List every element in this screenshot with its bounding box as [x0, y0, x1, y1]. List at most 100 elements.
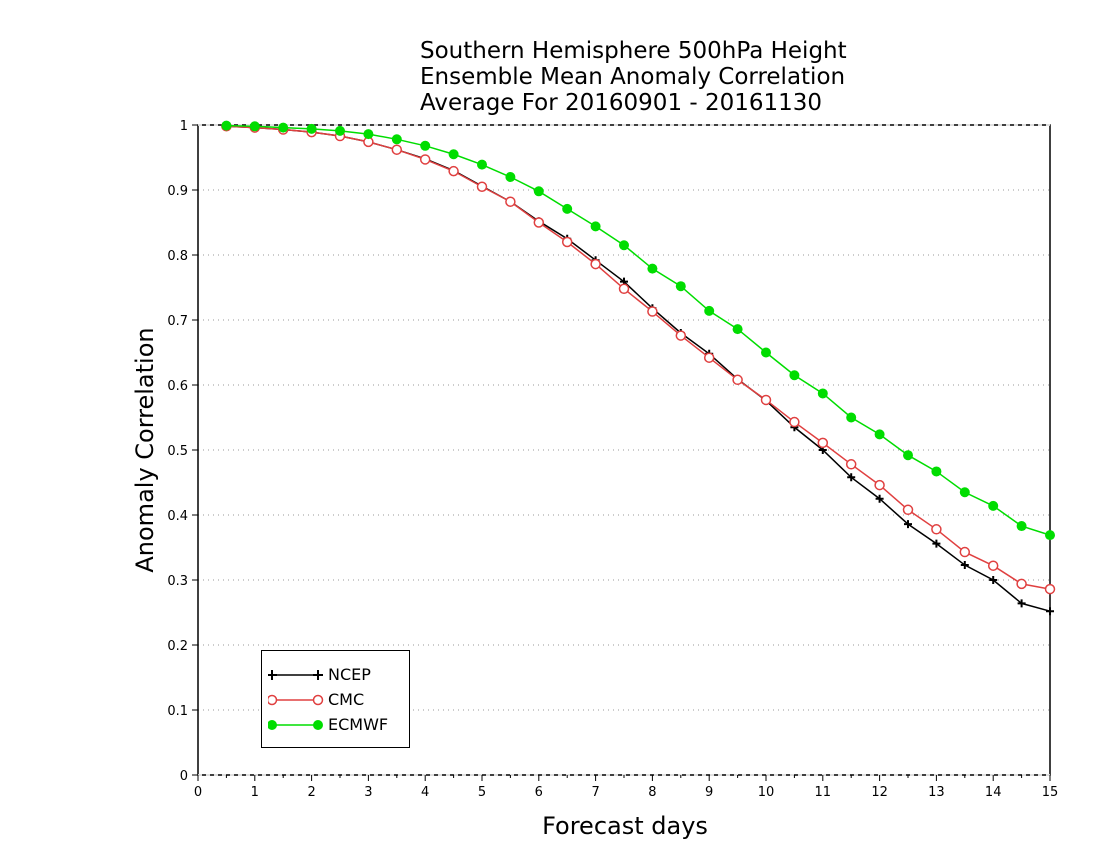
legend: NCEP CMC ECMWF: [261, 650, 410, 748]
point-cmc-6: [391, 144, 403, 155]
point-ecmwf-11: [533, 186, 544, 197]
point-ncep-29: [1046, 607, 1054, 616]
point-ncep-28: [1017, 599, 1026, 608]
point-ecmwf-0: [221, 120, 232, 131]
x-tick-label-6: 6: [535, 785, 543, 800]
legend-swatch-cmc: [268, 694, 324, 706]
x-tick-label-13: 13: [928, 785, 945, 800]
point-ecmwf-27: [988, 500, 999, 511]
chart-title-line-2: Ensemble Mean Anomaly Correlation: [420, 64, 846, 90]
point-ecmwf-10: [505, 172, 516, 182]
y-tick-label-6: 0.6: [167, 379, 188, 394]
point-cmc-7: [419, 154, 431, 165]
legend-item-ecmwf: ECMWF: [262, 713, 409, 737]
legend-swatch-ecmwf: [268, 720, 323, 730]
series-line-ncep: [226, 125, 1051, 612]
x-tick-label-1: 1: [251, 785, 259, 800]
point-ecmwf-6: [391, 134, 402, 145]
x-tick-label-0: 0: [194, 785, 202, 800]
y-tick-label-2: 0.2: [167, 639, 188, 654]
point-cmc-16: [675, 330, 687, 341]
point-cmc-17: [703, 352, 715, 363]
legend-label-ncep: NCEP: [328, 665, 371, 684]
y-tick-label-7: 0.7: [167, 314, 188, 329]
x-tick-label-8: 8: [648, 785, 656, 800]
point-cmc-23: [874, 479, 885, 491]
y-tick-label-4: 0.4: [167, 509, 188, 524]
point-ncep-24: [904, 520, 912, 529]
x-tick-label-7: 7: [591, 785, 599, 800]
point-cmc-28: [1016, 578, 1027, 590]
point-ecmwf-1: [249, 121, 260, 132]
chart-title-line-1: Southern Hemisphere 500hPa Height: [420, 38, 847, 64]
point-cmc-29: [1044, 583, 1056, 595]
x-tick-label-11: 11: [815, 785, 832, 800]
y-tick-label-5: 0.5: [167, 444, 188, 459]
point-cmc-15: [647, 306, 658, 317]
series-line-ecmwf: [226, 124, 1051, 536]
x-tick-label-14: 14: [985, 785, 1002, 800]
point-ecmwf-24: [903, 450, 913, 461]
x-tick-label-9: 9: [705, 785, 713, 800]
x-axis-label: Forecast days: [542, 812, 708, 840]
point-ecmwf-5: [363, 129, 374, 140]
point-ecmwf-2: [278, 122, 289, 133]
point-cmc-8: [448, 165, 459, 177]
y-tick-label-8: 0.8: [167, 249, 188, 264]
chart-title-line-3: Average For 20160901 - 20161130: [420, 90, 823, 116]
x-tick-label-12: 12: [871, 785, 888, 800]
point-cmc-13: [590, 258, 601, 270]
point-ecmwf-17: [704, 305, 715, 316]
legend-item-ncep: NCEP: [262, 663, 409, 687]
x-tick-label-10: 10: [758, 785, 775, 800]
point-cmc-11: [533, 217, 545, 228]
x-tick-label-2: 2: [307, 785, 315, 800]
point-ncep-25: [932, 539, 941, 548]
point-ecmwf-7: [420, 140, 431, 151]
y-tick-label-9: 0.9: [167, 184, 188, 199]
point-ncep-22: [847, 473, 856, 482]
point-ecmwf-15: [647, 263, 658, 274]
point-ecmwf-22: [846, 412, 857, 423]
series-line-cmc: [226, 125, 1051, 590]
point-cmc-22: [845, 459, 857, 470]
point-ecmwf-14: [619, 240, 629, 251]
point-cmc-12: [561, 236, 573, 248]
point-cmc-10: [505, 196, 516, 207]
point-ecmwf-20: [789, 370, 800, 381]
point-ecmwf-26: [959, 487, 970, 498]
point-ecmwf-19: [761, 347, 771, 358]
point-ncep-26: [960, 561, 969, 570]
point-ecmwf-3: [306, 123, 317, 134]
x-tick-label-4: 4: [421, 785, 429, 800]
point-ecmwf-23: [874, 429, 885, 440]
point-cmc-19: [760, 394, 772, 406]
point-ecmwf-18: [732, 324, 743, 335]
legend-label-cmc: CMC: [328, 690, 365, 709]
legend-label-ecmwf: ECMWF: [328, 715, 389, 734]
y-tick-label-0: 0: [180, 769, 188, 784]
point-cmc-25: [931, 524, 942, 535]
point-ecmwf-25: [931, 466, 942, 477]
x-tick-label-5: 5: [478, 785, 486, 800]
point-cmc-20: [789, 416, 800, 428]
point-ecmwf-16: [675, 281, 686, 292]
x-tick-label-15: 15: [1042, 785, 1059, 800]
point-ecmwf-4: [335, 125, 345, 136]
point-cmc-9: [476, 181, 488, 192]
point-ecmwf-8: [448, 149, 459, 160]
point-ecmwf-29: [1045, 530, 1055, 541]
point-cmc-14: [618, 283, 630, 295]
legend-item-cmc: CMC: [262, 688, 409, 712]
point-ncep-27: [989, 576, 998, 584]
point-ecmwf-21: [817, 388, 828, 399]
point-ncep-23: [875, 494, 884, 503]
point-cmc-21: [817, 437, 829, 449]
y-tick-label-10: 1: [180, 119, 188, 134]
point-cmc-27: [987, 560, 999, 571]
point-cmc-24: [902, 504, 914, 516]
legend-swatch-ncep: [268, 670, 323, 680]
point-ecmwf-12: [562, 203, 573, 214]
y-tick-label-1: 0.1: [167, 704, 188, 719]
